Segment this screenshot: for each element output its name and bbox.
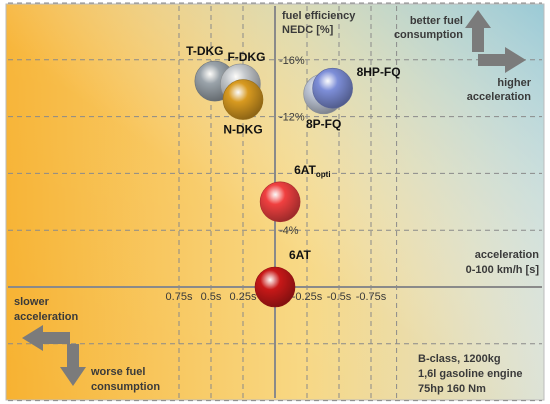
x-tick-label: -0.5s	[327, 291, 352, 303]
x-tick-label: 0.5s	[201, 291, 222, 303]
data-point-n-dkg	[222, 79, 264, 120]
arrow-down-icon	[60, 344, 86, 386]
arrow-up-icon	[465, 10, 491, 52]
worse-fuel-label-line-2: consumption	[91, 381, 160, 393]
data-point-8hp-fq	[312, 67, 353, 109]
vehicle-info-line-2: 1,6l gasoline engine	[418, 368, 523, 380]
y-tick-label: -16%	[279, 55, 305, 67]
x-tick-label: 0.25s	[230, 291, 257, 303]
point-label: 6AT	[289, 248, 311, 262]
y-axis-title-line-1: fuel efficiency	[282, 10, 356, 22]
arrow-right-icon	[478, 47, 526, 73]
x-tick-label: -0.25s	[292, 291, 323, 303]
chart-border	[5, 3, 545, 401]
worse-fuel-label-line-1: worse fuel	[90, 366, 145, 378]
y-tick-label: -12%	[279, 112, 305, 124]
point-label: 8P-FQ	[306, 117, 341, 131]
x-axis-title-line-1: acceleration	[475, 249, 539, 261]
tick-labels: 0.75s 0.5s 0.25s -0.25s -0.5s -0.75s -16% -12% -…	[166, 55, 387, 303]
vehicle-info-line-3: 75hp 160 Nm	[418, 383, 486, 395]
slower-accel-label-line-2: acceleration	[14, 311, 78, 323]
y-axis-title-line-2: NEDC [%]	[282, 24, 334, 36]
point-label: T-DKG	[186, 44, 223, 58]
point-label: 8HP-FQ	[357, 65, 401, 79]
y-tick-label: -4%	[279, 225, 299, 237]
x-tick-label: -0.75s	[356, 291, 387, 303]
data-point-6at-opti	[259, 181, 301, 223]
data-points	[194, 60, 353, 308]
slower-accel-label-line-1: slower	[14, 296, 50, 308]
point-label: F-DKG	[227, 50, 265, 64]
arrow-left-icon	[22, 325, 70, 351]
better-fuel-label-line-2: consumption	[394, 29, 463, 41]
higher-accel-label-line-1: higher	[497, 77, 531, 89]
x-axis-title-line-2: 0-100 km/h [s]	[466, 264, 540, 276]
vehicle-info-line-1: B-class, 1200kg	[418, 353, 501, 365]
higher-accel-label-line-2: acceleration	[467, 91, 531, 103]
point-label-subscript: opti	[316, 170, 331, 179]
point-label: N-DKG	[223, 123, 262, 137]
better-fuel-label-line-1: better fuel	[410, 15, 463, 27]
data-point-6at	[254, 266, 296, 308]
x-tick-label: 0.75s	[166, 291, 193, 303]
